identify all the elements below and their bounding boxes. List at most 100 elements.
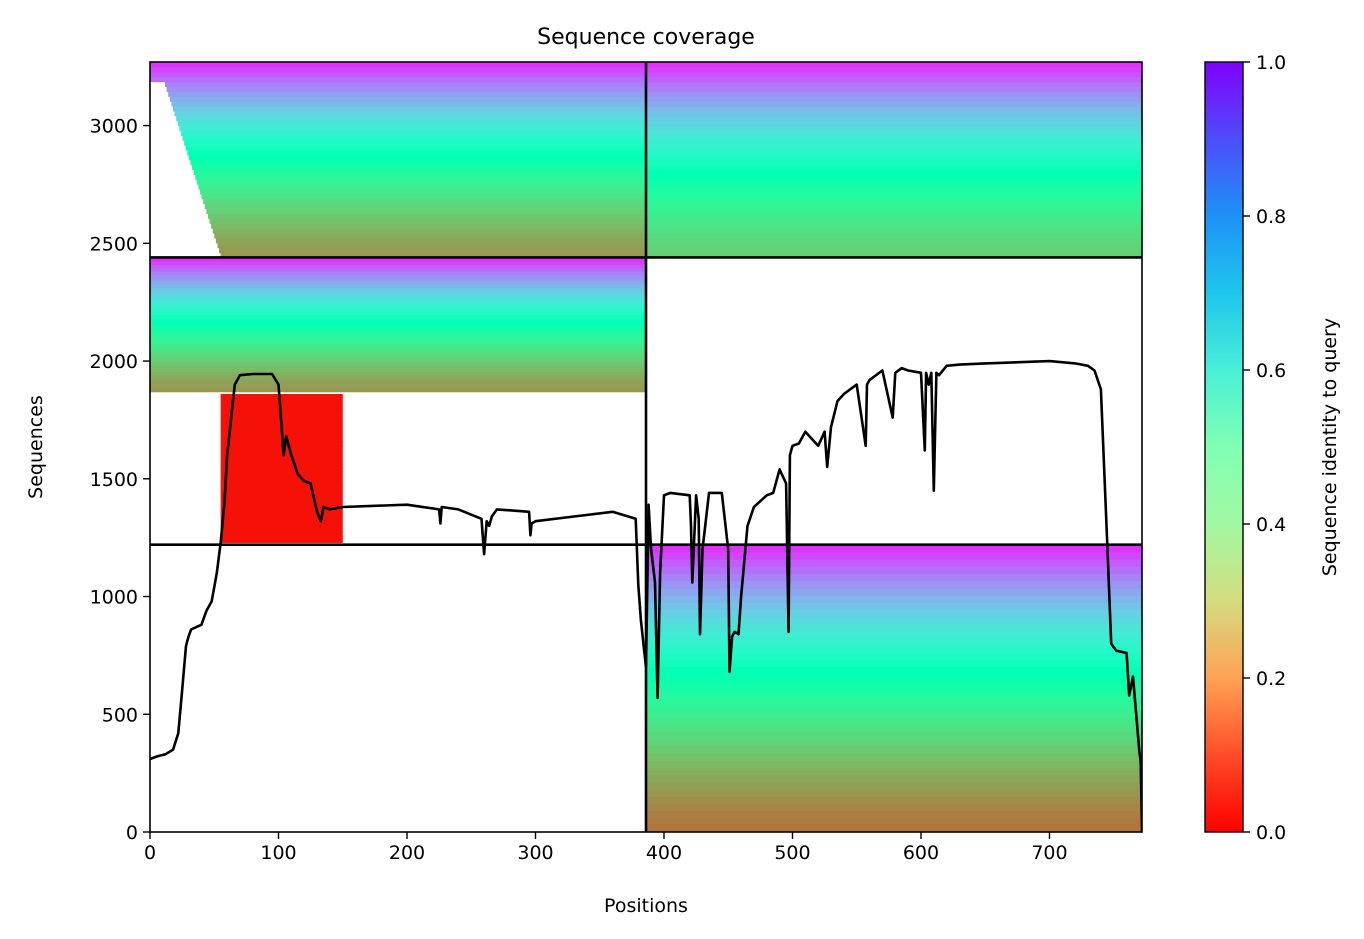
heatmap-band bbox=[646, 105, 1142, 112]
heatmap-block bbox=[646, 544, 1142, 832]
heatmap bbox=[150, 62, 1142, 832]
heatmap-band bbox=[150, 287, 646, 292]
heatmap-band bbox=[646, 164, 1142, 171]
y-axis: 0 500 1000 1500 2000 2500 3000 bbox=[90, 116, 150, 844]
heatmap-band bbox=[150, 294, 646, 299]
heatmap-band bbox=[184, 140, 646, 146]
heatmap-band bbox=[646, 242, 1142, 249]
heatmap-band bbox=[646, 62, 1142, 68]
heatmap-band bbox=[646, 652, 1142, 661]
heatmap-band bbox=[196, 179, 647, 185]
x-tick-label: 700 bbox=[1031, 842, 1067, 864]
colorbar-tick-label: 0.4 bbox=[1256, 514, 1286, 536]
heatmap-band bbox=[150, 317, 646, 322]
heatmap-band bbox=[150, 364, 646, 369]
heatmap-band bbox=[646, 135, 1142, 141]
x-tick-label: 0 bbox=[144, 842, 156, 864]
heatmap-band bbox=[220, 527, 343, 532]
heatmap-band bbox=[204, 203, 646, 210]
heatmap-band bbox=[646, 702, 1142, 711]
heatmap-band bbox=[150, 280, 646, 285]
heatmap-band bbox=[203, 198, 646, 205]
heatmap-band bbox=[172, 105, 646, 112]
heatmap-band bbox=[220, 538, 343, 543]
heatmap-band bbox=[150, 304, 646, 309]
heatmap-band bbox=[646, 738, 1142, 747]
heatmap-band bbox=[150, 277, 646, 282]
heatmap-band bbox=[220, 512, 343, 518]
heatmap-band bbox=[646, 580, 1142, 589]
heatmap-band bbox=[220, 534, 343, 540]
heatmap-band bbox=[220, 479, 343, 484]
heatmap-band bbox=[646, 688, 1142, 697]
heatmap-block bbox=[150, 257, 646, 393]
heatmap-band bbox=[646, 252, 1142, 259]
heatmap-band bbox=[150, 62, 646, 68]
heatmap-band bbox=[177, 120, 646, 127]
heatmap-band bbox=[646, 174, 1142, 180]
heatmap-band bbox=[646, 159, 1142, 166]
heatmap-band bbox=[150, 351, 646, 356]
heatmap-band bbox=[220, 457, 343, 462]
heatmap-band bbox=[206, 208, 646, 215]
heatmap-band bbox=[150, 66, 646, 73]
heatmap-band bbox=[646, 623, 1142, 632]
heatmap-band bbox=[217, 242, 646, 249]
heatmap-band bbox=[646, 101, 1142, 107]
heatmap-band bbox=[646, 817, 1142, 826]
heatmap-band bbox=[176, 115, 646, 122]
colorbar-tick-label: 0.2 bbox=[1256, 668, 1286, 690]
heatmap-band bbox=[646, 115, 1142, 122]
heatmap-band bbox=[150, 274, 646, 279]
heatmap-band bbox=[646, 760, 1142, 768]
heatmap-band bbox=[220, 520, 343, 525]
x-tick-label: 500 bbox=[774, 842, 810, 864]
heatmap-band bbox=[150, 270, 646, 275]
heatmap-band bbox=[646, 803, 1142, 812]
x-tick-label: 200 bbox=[389, 842, 425, 864]
heatmap-band bbox=[220, 475, 343, 480]
heatmap-band bbox=[646, 96, 1142, 102]
x-tick-label: 600 bbox=[903, 842, 939, 864]
heatmap-band bbox=[646, 189, 1142, 195]
heatmap-band bbox=[646, 745, 1142, 754]
heatmap-band bbox=[646, 767, 1142, 776]
x-tick-label: 100 bbox=[260, 842, 296, 864]
heatmap-band bbox=[646, 208, 1142, 215]
heatmap-band bbox=[166, 86, 647, 92]
heatmap-band bbox=[646, 566, 1142, 575]
y-tick-label: 1000 bbox=[90, 587, 138, 609]
heatmap-band bbox=[646, 237, 1142, 244]
heatmap-band bbox=[646, 198, 1142, 205]
x-axis: 0 100 200 300 400 500 600 700 bbox=[144, 832, 1068, 864]
x-tick-label: 400 bbox=[646, 842, 682, 864]
heatmap-band bbox=[646, 630, 1142, 639]
heatmap-band bbox=[174, 110, 646, 117]
heatmap-band bbox=[190, 159, 646, 166]
heatmap-band bbox=[187, 149, 646, 156]
heatmap-band bbox=[150, 76, 646, 83]
heatmap-band bbox=[646, 681, 1142, 689]
heatmap-band bbox=[182, 135, 647, 141]
heatmap-band bbox=[171, 101, 646, 107]
heatmap-band bbox=[150, 71, 646, 78]
heatmap-band bbox=[220, 501, 343, 506]
heatmap-band bbox=[646, 609, 1142, 618]
x-tick-label: 300 bbox=[517, 842, 553, 864]
y-tick-label: 0 bbox=[126, 822, 138, 844]
heatmap-band bbox=[646, 125, 1142, 132]
heatmap-band bbox=[150, 334, 646, 339]
heatmap-band bbox=[646, 247, 1142, 254]
colorbar-tick-label: 0.8 bbox=[1256, 206, 1286, 228]
heatmap-band bbox=[646, 724, 1142, 733]
heatmap-band bbox=[150, 354, 646, 359]
heatmap-band bbox=[646, 659, 1142, 668]
heatmap-band bbox=[646, 752, 1142, 761]
heatmap-band bbox=[646, 130, 1142, 136]
colorbar-axis: 0.0 0.2 0.4 0.6 0.8 1.0 bbox=[1243, 52, 1286, 844]
heatmap-band bbox=[646, 645, 1142, 654]
heatmap-band bbox=[214, 233, 646, 239]
heatmap-band bbox=[220, 490, 343, 495]
heatmap-band bbox=[150, 358, 646, 363]
